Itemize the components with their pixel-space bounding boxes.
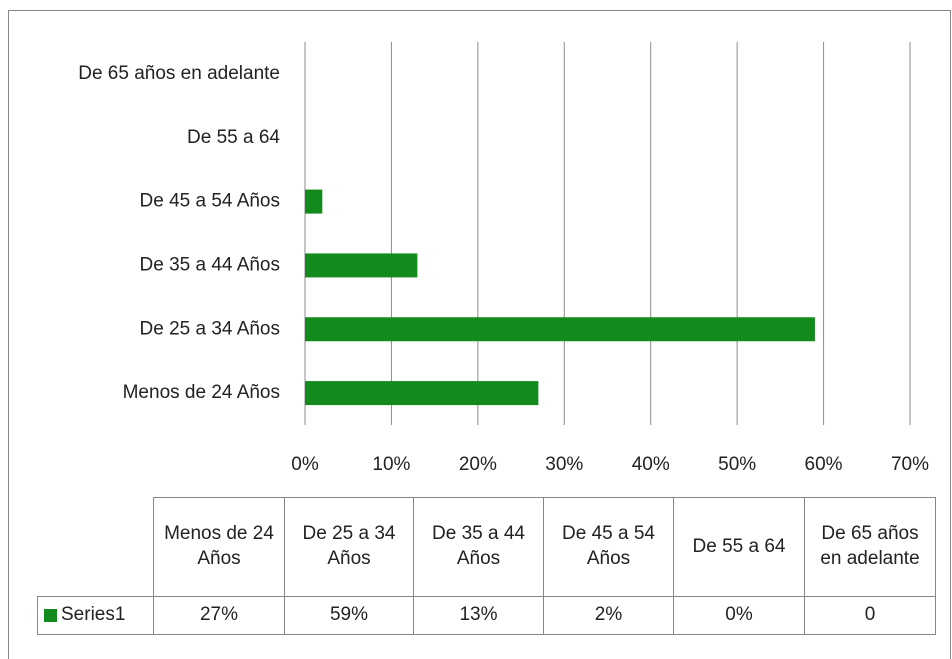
y-tick-label: De 65 años en adelante	[78, 63, 280, 84]
table-header-cell: Menos de 24 Años	[153, 497, 285, 597]
y-tick-label: De 25 a 34 Años	[140, 318, 281, 339]
x-tick-label: 10%	[372, 454, 410, 475]
x-tick-label: 30%	[545, 454, 583, 475]
table-header-cell: De 25 a 34 Años	[284, 497, 414, 597]
x-tick-label: 50%	[718, 454, 756, 475]
table-value-cell: 59%	[284, 596, 414, 635]
legend-cell: Series1	[37, 596, 154, 635]
x-tick-label: 70%	[891, 454, 929, 475]
table-header-cell: De 65 años en adelante	[804, 497, 936, 597]
x-tick-label: 40%	[632, 454, 670, 475]
bar	[305, 317, 815, 342]
y-tick-label: De 45 a 54 Años	[140, 191, 281, 212]
x-tick-label: 20%	[459, 454, 497, 475]
x-tick-label: 60%	[805, 454, 843, 475]
bar	[305, 253, 418, 278]
table-value-cell: 0	[804, 596, 936, 635]
table-header-cell: De 55 a 64	[673, 497, 805, 597]
y-tick-label: De 35 a 44 Años	[140, 254, 281, 275]
chart-border	[8, 10, 951, 659]
legend-label: Series1	[61, 604, 126, 626]
table-header-cell: De 45 a 54 Años	[543, 497, 674, 597]
x-tick-label: 0%	[291, 454, 319, 475]
bar	[305, 381, 539, 406]
legend-key	[44, 609, 57, 622]
table-value-cell: 13%	[413, 596, 544, 635]
bar	[305, 189, 323, 214]
y-tick-label: Menos de 24 Años	[123, 382, 280, 403]
y-tick-label: De 55 a 64	[187, 127, 280, 148]
table-value-cell: 0%	[673, 596, 805, 635]
table-value-cell: 27%	[153, 596, 285, 635]
table-value-cell: 2%	[543, 596, 674, 635]
table-header-cell: De 35 a 44 Años	[413, 497, 544, 597]
